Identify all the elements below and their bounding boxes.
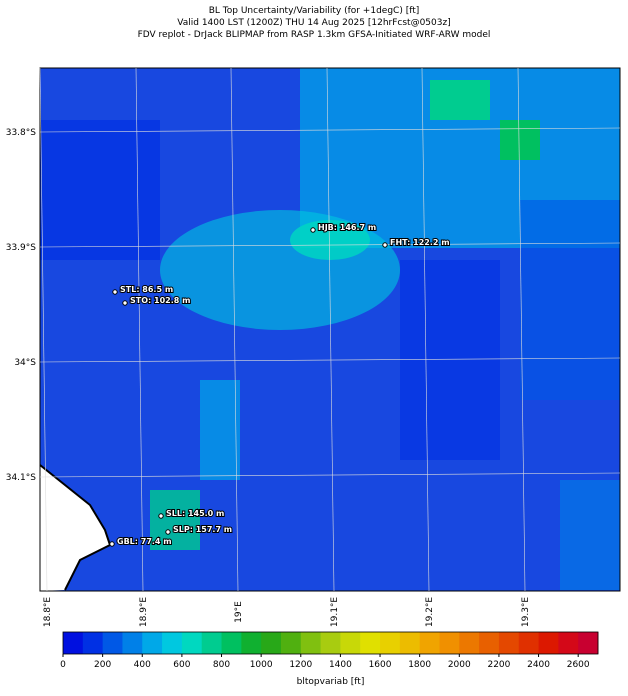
- colorbar-tick-label: 0: [60, 660, 66, 670]
- grid-line: [517, 67, 526, 592]
- colorbar-swatch: [201, 632, 222, 654]
- grid-line: [39, 67, 48, 592]
- colorbar-tick-label: 2000: [448, 660, 471, 670]
- colorbar-swatch: [340, 632, 361, 654]
- colorbar-swatch: [419, 632, 440, 654]
- colorbar-swatch: [578, 632, 599, 654]
- colorbar-label: bltopvariab [ft]: [297, 677, 365, 687]
- lon-label: 19.2°E: [425, 597, 435, 628]
- lon-label: 19.1°E: [330, 597, 340, 628]
- colorbar-tick-label: 1800: [408, 660, 431, 670]
- title-line: FDV replot - DrJack BLIPMAP from RASP 1.…: [138, 30, 491, 40]
- station-dot: [112, 289, 118, 295]
- station-label: SLL: 145.0 m: [166, 509, 224, 518]
- station-dot: [158, 513, 164, 519]
- grid-line: [135, 67, 144, 592]
- lat-label: 34.1°S: [6, 473, 37, 483]
- colorbar-tick-label: 2400: [527, 660, 550, 670]
- title-line: BL Top Uncertainty/Variability (for +1de…: [209, 6, 420, 16]
- colorbar-swatch: [538, 632, 559, 654]
- station-label: HJB: 146.7 m: [318, 223, 376, 232]
- colorbar-tick-label: 600: [173, 660, 190, 670]
- colorbar-swatch: [102, 632, 123, 654]
- colorbar-swatch: [459, 632, 480, 654]
- station-label: STO: 102.8 m: [130, 296, 190, 305]
- lat-label: 34°S: [14, 358, 36, 368]
- colorbar-swatch: [181, 632, 203, 654]
- colorbar-swatch: [439, 632, 460, 654]
- colorbar-tick-label: 800: [213, 660, 230, 670]
- grid-line: [39, 357, 621, 363]
- lat-label: 33.9°S: [6, 243, 37, 253]
- colorbar-tick-label: 200: [94, 660, 111, 670]
- colorbar-swatch: [498, 632, 520, 654]
- colorbar-swatch: [518, 632, 539, 654]
- colorbar-swatch: [280, 632, 302, 654]
- station-dot: [382, 242, 388, 248]
- colorbar-swatch: [63, 632, 84, 654]
- colorbar-frame: [62, 631, 599, 655]
- colorbar-swatch: [360, 632, 381, 654]
- colorbar-tick-label: 2200: [487, 660, 510, 670]
- colorbar-tick-label: 1400: [329, 660, 352, 670]
- station-dot: [122, 300, 128, 306]
- lon-label: 18.9°E: [139, 597, 149, 628]
- colorbar-tick-label: 1000: [250, 660, 273, 670]
- station-label: STL: 86.5 m: [120, 285, 173, 294]
- colorbar-swatch: [82, 632, 104, 654]
- title-line: Valid 1400 LST (1200Z) THU 14 Aug 2025 […: [177, 18, 450, 28]
- station-label: SLP: 157.7 m: [173, 525, 232, 534]
- grid-line: [421, 67, 430, 592]
- grid-line: [326, 67, 335, 592]
- colorbar-tick-label: 400: [134, 660, 151, 670]
- map-raster: [39, 67, 621, 592]
- lat-label: 33.8°S: [6, 128, 37, 138]
- colorbar-swatch: [380, 632, 401, 654]
- colorbar-swatch: [241, 632, 262, 654]
- colorbar-swatch: [320, 632, 341, 654]
- station-dot: [165, 529, 171, 535]
- station-label: GBL: 77.4 m: [117, 537, 172, 546]
- grid-line: [230, 67, 239, 592]
- colorbar-swatch: [261, 632, 282, 654]
- colorbar-tick-label: 1600: [369, 660, 392, 670]
- colorbar-swatch: [479, 632, 500, 654]
- station-label: FHT: 122.2 m: [390, 238, 450, 247]
- colorbar-swatch: [399, 632, 421, 654]
- lon-label: 18.8°E: [43, 597, 53, 628]
- lon-label: 19°E: [234, 601, 244, 623]
- colorbar-swatch: [162, 632, 183, 654]
- colorbar-tick-label: 1200: [289, 660, 312, 670]
- colorbar-swatch: [300, 632, 321, 654]
- station-dot: [109, 541, 115, 547]
- colorbar-swatch: [221, 632, 242, 654]
- station-dot: [310, 227, 316, 233]
- colorbar-tick-label: 2600: [567, 660, 590, 670]
- grid-line: [39, 242, 621, 248]
- colorbar-swatch: [142, 632, 163, 654]
- colorbar-swatch: [122, 632, 143, 654]
- colorbar-swatch: [558, 632, 579, 654]
- lon-label: 19.3°E: [521, 597, 531, 628]
